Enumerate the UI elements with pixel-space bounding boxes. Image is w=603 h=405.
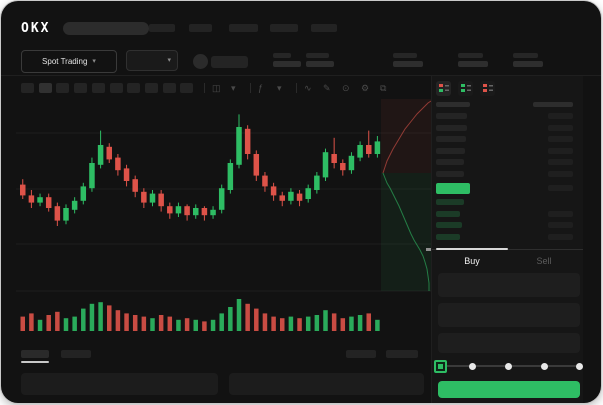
timeframe-pill[interactable] — [56, 83, 70, 93]
slider-stop[interactable] — [541, 363, 548, 370]
timeframe-pill[interactable] — [109, 83, 123, 93]
chevron-down-icon: ▾ — [92, 58, 96, 65]
bid-row[interactable] — [432, 222, 583, 230]
line-tool-icon[interactable]: ∿ — [304, 83, 312, 93]
chart-option-pill[interactable] — [386, 350, 418, 358]
chart-tab[interactable] — [61, 350, 91, 358]
tab-buy[interactable]: Buy — [464, 256, 480, 266]
order-input-field[interactable] — [438, 333, 580, 353]
trade-sidebar: Buy Sell — [431, 76, 583, 403]
timeframe-pill[interactable] — [21, 83, 34, 93]
nav-item[interactable] — [270, 24, 298, 32]
okx-logo: OKX — [21, 21, 51, 36]
bid-row[interactable] — [432, 233, 583, 242]
fullscreen-icon[interactable]: ⧉ — [380, 83, 387, 93]
market-type-label: Spot Trading — [42, 57, 88, 66]
last-price-badge — [436, 183, 470, 194]
ask-row[interactable] — [432, 147, 583, 156]
nav-item[interactable] — [189, 24, 212, 32]
camera-icon[interactable]: ⊙ — [342, 83, 350, 93]
nav-item[interactable] — [229, 24, 258, 32]
nav-item[interactable] — [149, 24, 175, 32]
ticker-stat — [273, 53, 301, 67]
timeframe-pill[interactable] — [74, 83, 88, 93]
chevron-down-icon: ▾ — [167, 57, 171, 64]
ask-row[interactable] — [432, 171, 583, 179]
indicators-icon[interactable]: ƒ — [258, 83, 264, 93]
slider-stop[interactable] — [469, 363, 476, 370]
ticker-stat — [513, 53, 543, 67]
market-type-select[interactable]: Spot Trading ▾ — [21, 50, 117, 73]
book-asks-icon[interactable] — [480, 81, 495, 96]
toolbar-divider — [296, 83, 297, 93]
slider-handle[interactable] — [434, 360, 447, 373]
ticker-stat — [458, 53, 488, 67]
timeframe-pill[interactable] — [180, 83, 194, 93]
book-bids-icon[interactable] — [458, 81, 473, 96]
toolbar-divider — [250, 83, 251, 93]
ticker-stat — [393, 53, 423, 67]
search-input[interactable] — [63, 22, 149, 35]
last-price-row[interactable] — [432, 183, 583, 195]
bid-row[interactable] — [432, 199, 583, 207]
chart-tab-active[interactable] — [21, 350, 49, 358]
chevron-down-icon[interactable]: ▾ — [231, 83, 236, 93]
tab-sell[interactable]: Sell — [536, 256, 552, 266]
slider-stop[interactable] — [576, 363, 583, 370]
timeframe-pill[interactable] — [91, 83, 105, 93]
bid-row[interactable] — [432, 210, 583, 219]
orders-panel-left — [21, 373, 218, 395]
orders-panel-right — [229, 373, 424, 395]
coin-icon — [193, 54, 208, 69]
active-tab-underline — [21, 361, 49, 363]
book-all-icon[interactable] — [436, 81, 451, 96]
book-header-price — [436, 102, 470, 107]
ask-row[interactable] — [432, 124, 583, 133]
chevron-down-icon[interactable]: ▾ — [277, 83, 282, 93]
chart-type-icon[interactable]: ◫ — [212, 83, 221, 93]
buy-submit-button[interactable] — [438, 381, 580, 398]
pair-select[interactable]: ▾ — [126, 50, 178, 71]
timeframe-pill[interactable] — [38, 83, 52, 93]
order-input-field[interactable] — [438, 303, 580, 327]
slider-stop[interactable] — [505, 363, 512, 370]
divider — [1, 75, 601, 76]
nav-item[interactable] — [311, 24, 337, 32]
buy-tab-indicator — [436, 248, 508, 250]
candlestick-chart[interactable] — [16, 99, 433, 336]
ask-row[interactable] — [432, 136, 583, 144]
draw-icon[interactable]: ✎ — [323, 83, 331, 93]
header-button[interactable] — [211, 56, 248, 68]
ask-row[interactable] — [432, 159, 583, 167]
settings-icon[interactable]: ⚙ — [361, 83, 370, 93]
chart-option-pill[interactable] — [346, 350, 376, 358]
timeframe-pill[interactable] — [127, 83, 141, 93]
timeframe-pill[interactable] — [162, 83, 176, 93]
ticker-stat — [306, 53, 334, 67]
ask-row[interactable] — [432, 113, 583, 121]
book-header-amount — [533, 102, 573, 107]
timeframe-pill[interactable] — [144, 83, 158, 93]
order-input-field[interactable] — [438, 273, 580, 297]
toolbar-divider — [204, 83, 205, 93]
